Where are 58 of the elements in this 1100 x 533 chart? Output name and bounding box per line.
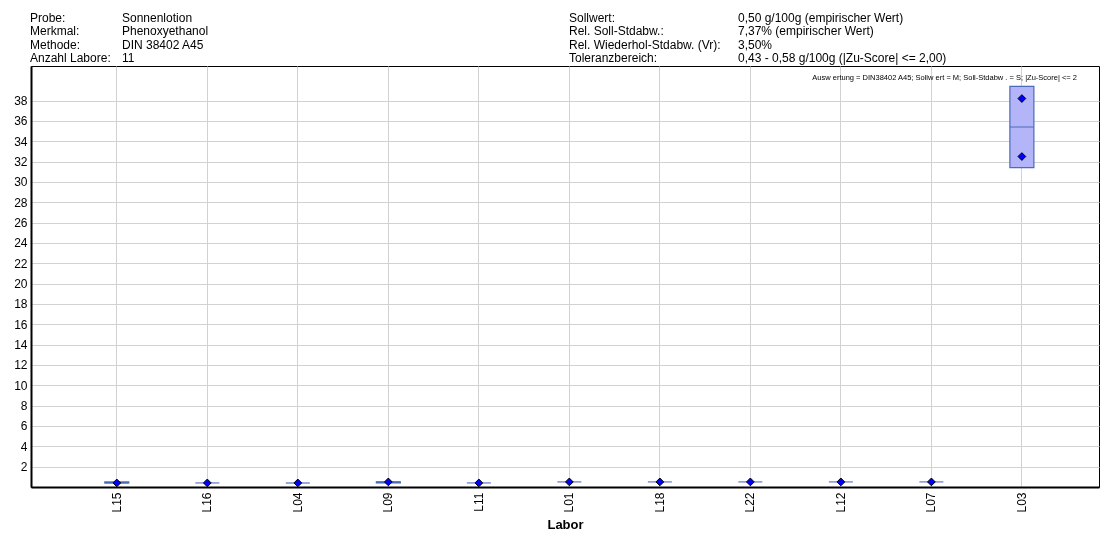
x-tick-label: L11 [471, 492, 486, 512]
y-tick-label: 34 [14, 134, 28, 149]
y-tick-label: 32 [14, 155, 28, 170]
y-tick-label: 4 [20, 439, 28, 454]
y-tick-label: 26 [14, 216, 28, 231]
point [383, 477, 393, 487]
y-tick-label: 14 [14, 338, 28, 353]
y-tick-label: 28 [14, 195, 28, 210]
x-tick-label: L12 [833, 492, 848, 513]
point [655, 477, 665, 487]
text: Merkmal: [30, 24, 80, 39]
text: Phenoxyethanol [122, 24, 209, 39]
point [474, 478, 484, 488]
x-tick-label: L22 [743, 492, 758, 513]
x-tick-label: L01 [562, 492, 577, 513]
text: DIN 38402 A45 [122, 37, 204, 52]
text: Toleranzbereich: [569, 50, 658, 65]
y-tick-label: 8 [20, 399, 28, 414]
point [745, 477, 755, 487]
x-axis-title: Labor [547, 516, 584, 532]
y-tick-label: 2 [20, 460, 28, 475]
y-tick-label: 12 [14, 358, 28, 373]
text: Probe: [30, 11, 66, 25]
y-tick-label: 20 [14, 277, 28, 292]
text: 7,37% (empirischer Wert) [738, 24, 874, 39]
y-tick-label: 24 [14, 236, 28, 251]
text: 0,50 g/100g (empirischer Wert) [738, 11, 904, 25]
x-tick-label: L09 [381, 492, 396, 513]
y-tick-label: 38 [14, 94, 28, 109]
x-tick-label: L18 [652, 492, 667, 513]
point [1017, 94, 1027, 103]
y-tick-label: 30 [14, 175, 28, 190]
x-tick-label: L16 [200, 492, 215, 513]
text: Sonnenlotion [122, 11, 193, 25]
text: Rel. Soll-Stdabw.: [569, 24, 664, 39]
point [293, 478, 303, 488]
text: Rel. Wiederhol-Stdabw. (Vr): [569, 37, 721, 52]
y-tick-label: 6 [20, 419, 28, 434]
text: Methode: [30, 37, 81, 52]
text: 0,43 - 0,58 g/100g (|Zu-Score| <= 2,00) [738, 50, 947, 65]
x-tick-label: L03 [1014, 492, 1029, 513]
x-tick-label: L07 [924, 492, 939, 513]
x-tick-label: L15 [109, 492, 124, 513]
y-tick-label: 22 [14, 256, 28, 271]
point [564, 477, 574, 487]
text: 3,50% [738, 37, 773, 52]
y-tick-label: 16 [14, 317, 28, 332]
x-tick-label: L04 [290, 492, 305, 513]
text: Sollwert: [569, 11, 616, 25]
y-tick-label: 18 [14, 297, 28, 312]
point [836, 477, 846, 487]
point [927, 477, 936, 487]
text: Anzahl Labore: [30, 50, 111, 65]
y-tick-label: 36 [14, 114, 28, 129]
point [112, 478, 122, 488]
y-tick-label: 10 [14, 378, 28, 393]
text: 11 [122, 50, 135, 65]
point [202, 478, 212, 488]
